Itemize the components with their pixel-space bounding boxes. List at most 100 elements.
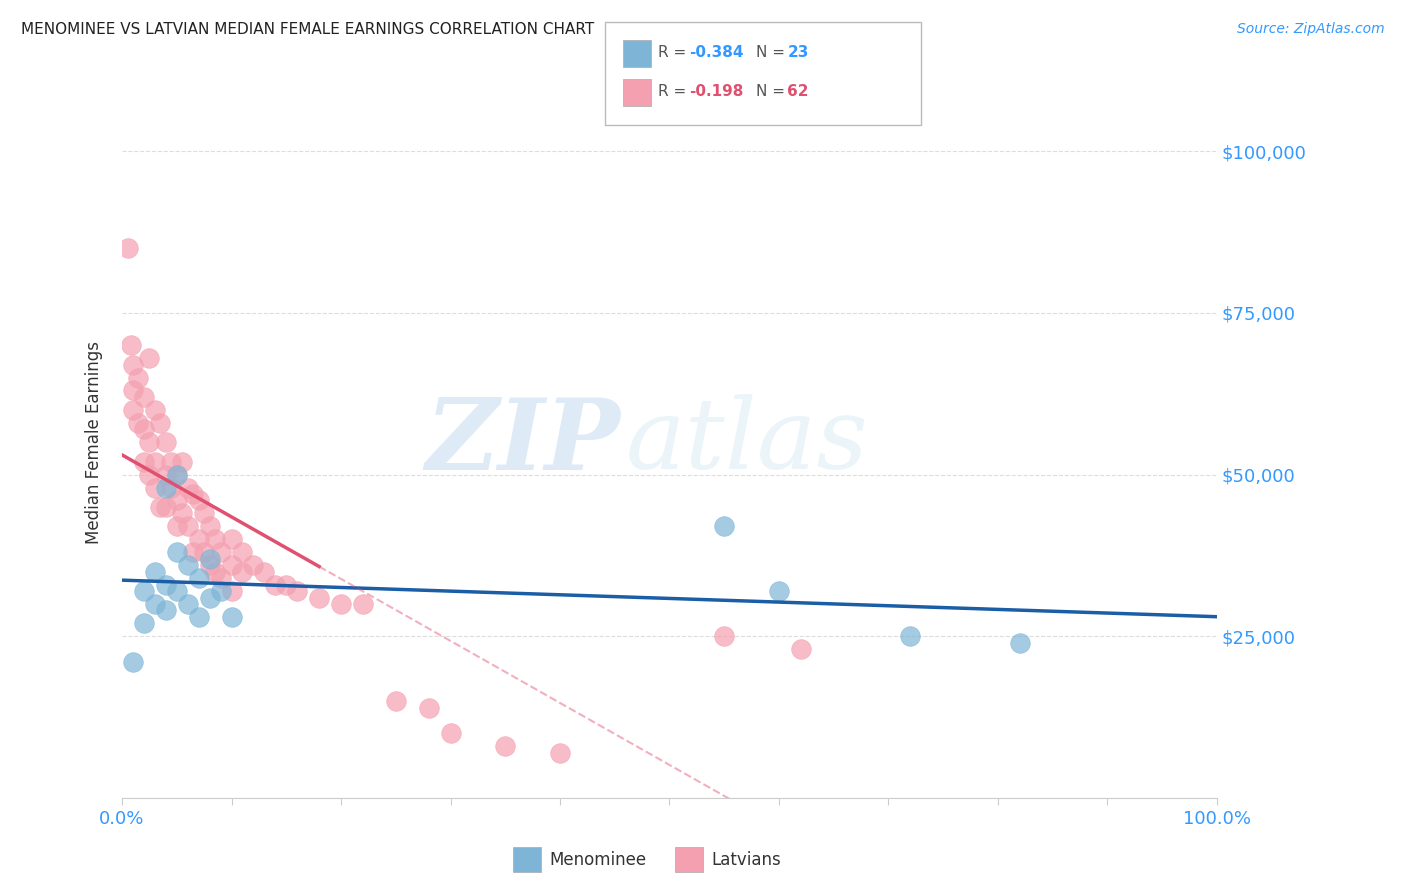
Point	[187, 533, 209, 547]
Point	[149, 416, 172, 430]
Text: -0.384: -0.384	[689, 45, 744, 60]
Point	[143, 597, 166, 611]
Point	[439, 726, 461, 740]
Point	[177, 481, 200, 495]
Point	[221, 533, 243, 547]
Point	[187, 493, 209, 508]
Point	[127, 416, 149, 430]
Point	[187, 610, 209, 624]
Point	[143, 481, 166, 495]
Point	[122, 403, 145, 417]
Point	[209, 545, 232, 559]
Point	[204, 565, 226, 579]
Point	[166, 519, 188, 533]
Point	[713, 629, 735, 643]
Point	[166, 545, 188, 559]
Point	[155, 603, 177, 617]
Text: MENOMINEE VS LATVIAN MEDIAN FEMALE EARNINGS CORRELATION CHART: MENOMINEE VS LATVIAN MEDIAN FEMALE EARNI…	[21, 22, 595, 37]
Point	[209, 571, 232, 585]
Point	[177, 597, 200, 611]
Point	[177, 519, 200, 533]
Point	[132, 390, 155, 404]
Point	[253, 565, 276, 579]
Point	[418, 700, 440, 714]
Point	[221, 610, 243, 624]
Point	[177, 558, 200, 573]
Point	[713, 519, 735, 533]
Text: Menominee: Menominee	[550, 851, 647, 869]
Point	[122, 655, 145, 669]
Point	[127, 370, 149, 384]
Point	[132, 455, 155, 469]
Point	[143, 565, 166, 579]
Point	[308, 591, 330, 605]
Point	[187, 571, 209, 585]
Point	[143, 455, 166, 469]
Text: -0.198: -0.198	[689, 85, 744, 99]
Point	[352, 597, 374, 611]
Point	[155, 467, 177, 482]
Text: 62: 62	[787, 85, 808, 99]
Text: N =: N =	[756, 85, 790, 99]
Point	[155, 577, 177, 591]
Text: N =: N =	[756, 45, 790, 60]
Text: R =: R =	[658, 45, 692, 60]
Point	[204, 533, 226, 547]
Text: Source: ZipAtlas.com: Source: ZipAtlas.com	[1237, 22, 1385, 37]
Point	[132, 422, 155, 436]
Point	[149, 500, 172, 514]
Point	[138, 351, 160, 365]
Point	[193, 507, 215, 521]
Point	[898, 629, 921, 643]
Text: ZIP: ZIP	[425, 394, 620, 491]
Point	[285, 584, 308, 599]
Point	[264, 577, 287, 591]
Point	[231, 565, 253, 579]
Point	[172, 455, 194, 469]
Point	[548, 746, 571, 760]
Point	[384, 694, 406, 708]
Point	[117, 241, 139, 255]
Point	[276, 577, 298, 591]
Text: R =: R =	[658, 85, 692, 99]
Point	[143, 403, 166, 417]
Point	[198, 558, 221, 573]
Point	[155, 481, 177, 495]
Point	[155, 500, 177, 514]
Point	[494, 739, 516, 754]
Point	[209, 584, 232, 599]
Point	[166, 584, 188, 599]
Point	[330, 597, 353, 611]
Point	[198, 551, 221, 566]
Point	[160, 481, 183, 495]
Point	[198, 519, 221, 533]
Point	[172, 507, 194, 521]
Point	[790, 642, 813, 657]
Text: 23: 23	[787, 45, 808, 60]
Point	[1008, 636, 1031, 650]
Point	[122, 384, 145, 398]
Point	[181, 487, 204, 501]
Point	[768, 584, 790, 599]
Text: Latvians: Latvians	[711, 851, 782, 869]
Point	[166, 493, 188, 508]
Point	[132, 616, 155, 631]
Point	[221, 558, 243, 573]
Point	[166, 467, 188, 482]
Point	[138, 435, 160, 450]
Point	[198, 591, 221, 605]
Y-axis label: Median Female Earnings: Median Female Earnings	[86, 341, 103, 544]
Point	[132, 584, 155, 599]
Point	[242, 558, 264, 573]
Point	[155, 435, 177, 450]
Point	[122, 358, 145, 372]
Point	[166, 467, 188, 482]
Text: atlas: atlas	[626, 394, 869, 490]
Point	[231, 545, 253, 559]
Point	[181, 545, 204, 559]
Point	[120, 338, 142, 352]
Point	[221, 584, 243, 599]
Point	[193, 545, 215, 559]
Point	[160, 455, 183, 469]
Point	[138, 467, 160, 482]
